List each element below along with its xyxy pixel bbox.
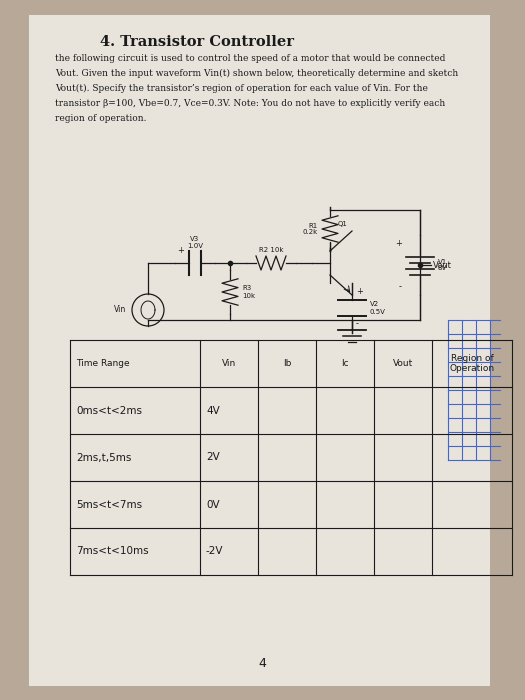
Text: Time Range: Time Range (76, 359, 130, 368)
Text: Q1: Q1 (338, 221, 348, 227)
Text: Vout(t). Specify the transistor’s region of operation for each value of Vin. For: Vout(t). Specify the transistor’s region… (55, 84, 428, 93)
Text: Vin: Vin (222, 359, 236, 368)
Text: V3
1.0V: V3 1.0V (187, 236, 203, 249)
Text: Ib: Ib (283, 359, 291, 368)
Text: 4V: 4V (206, 405, 220, 416)
Text: Ic: Ic (341, 359, 349, 368)
Text: 0ms<t<2ms: 0ms<t<2ms (76, 405, 142, 416)
Text: 7ms<t<10ms: 7ms<t<10ms (76, 547, 149, 556)
Text: V1
8V: V1 8V (438, 258, 447, 272)
Text: the following circuit is used to control the speed of a motor that would be conn: the following circuit is used to control… (55, 54, 445, 63)
Text: 2V: 2V (206, 452, 220, 463)
Text: V2
0.5V: V2 0.5V (370, 302, 386, 314)
Text: R2 10k: R2 10k (259, 247, 284, 253)
Text: +: + (177, 246, 184, 255)
Text: +: + (395, 239, 402, 248)
Text: Vout: Vout (393, 359, 413, 368)
Text: 5ms<t<7ms: 5ms<t<7ms (76, 500, 142, 510)
Text: -2V: -2V (206, 547, 224, 556)
Text: 4. Transistor Controller: 4. Transistor Controller (100, 35, 294, 49)
Text: Vout: Vout (433, 260, 452, 270)
Text: region of operation.: region of operation. (55, 114, 146, 123)
Text: R1
0.2k: R1 0.2k (303, 223, 318, 235)
Text: Vout. Given the input waveform Vin(t) shown below, theoretically determine and s: Vout. Given the input waveform Vin(t) sh… (55, 69, 458, 78)
Text: Vin: Vin (114, 305, 126, 314)
FancyBboxPatch shape (28, 14, 490, 686)
Text: -: - (399, 283, 402, 291)
Text: -: - (356, 319, 359, 328)
Text: 2ms,t,5ms: 2ms,t,5ms (76, 452, 131, 463)
Text: Region of
Operation: Region of Operation (449, 354, 495, 373)
Text: R3
10k: R3 10k (242, 286, 255, 298)
Text: 0V: 0V (206, 500, 219, 510)
Text: 4: 4 (258, 657, 266, 670)
Text: +: + (356, 288, 363, 297)
Text: transistor β=100, Vbe=0.7, Vce=0.3V. Note: You do not have to explicitly verify : transistor β=100, Vbe=0.7, Vce=0.3V. Not… (55, 99, 445, 108)
